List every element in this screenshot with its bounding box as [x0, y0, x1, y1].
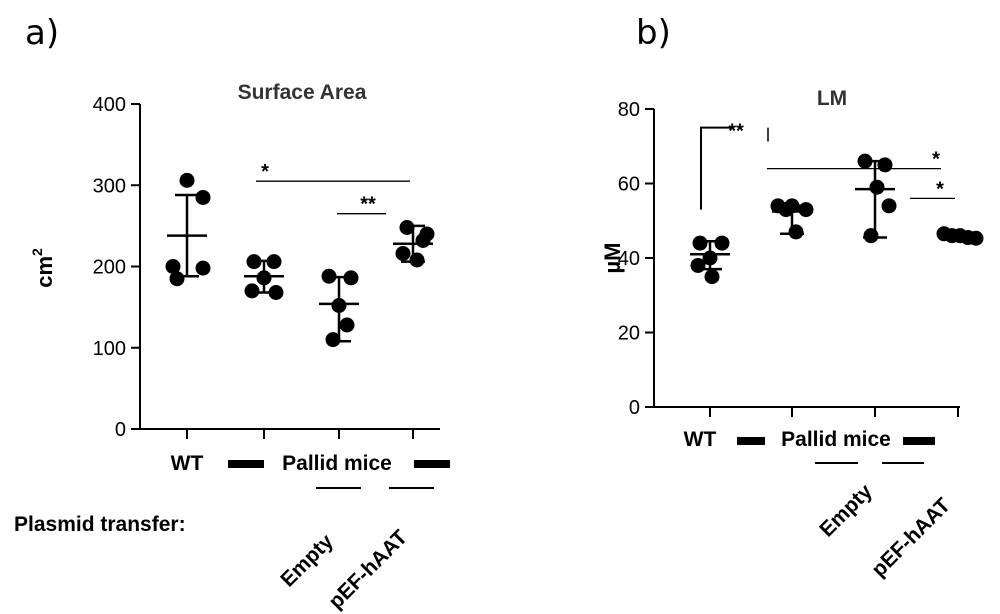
panel-a-point-3-3	[395, 246, 411, 261]
panel-a-pallid-bar-left	[228, 460, 264, 468]
panel-b-wt-label: WT	[684, 428, 717, 451]
panel-b-ytick-label-20: 20	[618, 323, 640, 345]
panel-b-sig-label-2: *	[936, 178, 944, 200]
panel-b-ytick-label-0: 0	[629, 397, 640, 419]
panel-a-point-0-4	[169, 271, 185, 287]
panel-a-point-1-0	[246, 254, 262, 270]
panel-a-point-1-2	[256, 270, 272, 286]
panel-b-point-0-2	[702, 250, 718, 266]
panel-a-ytick-label-300: 300	[93, 175, 126, 197]
panel-a-point-2-0	[321, 268, 337, 284]
panel-b-pallid-label: Pallid mice	[781, 428, 891, 451]
panel-b-title: LM	[817, 87, 847, 110]
panel-a-ytick-label-0: 0	[115, 419, 126, 441]
panel-a-point-2-4	[325, 332, 341, 348]
panel-a-sig-label-1: **	[360, 194, 376, 216]
panel-b-point-2-2	[869, 179, 885, 195]
panel-a-point-3-2	[415, 233, 431, 248]
panel-b-point-1-3	[778, 202, 794, 218]
panel-a-empty-label: Empty	[276, 530, 338, 592]
panel-b-label: b)	[636, 13, 671, 53]
panel-a-point-1-1	[266, 254, 282, 270]
panel-b-empty-label: Empty	[815, 480, 877, 542]
panel-a-point-2-3	[339, 317, 355, 333]
panel-a-point-0-2	[165, 259, 181, 274]
panel-b-point-2-1	[877, 157, 893, 173]
panel-a-pallid-label: Pallid mice	[282, 452, 392, 475]
panel-a-point-2-1	[343, 270, 359, 286]
panel-a-title: Surface Area	[238, 81, 367, 104]
panel-a-point-3-0	[399, 220, 415, 235]
panel-b-haat-label: pEF-hAAT	[867, 494, 955, 582]
panel-b-point-2-4	[863, 228, 879, 244]
panel-b-point-0-3	[690, 257, 706, 273]
panel-b-ytick-label-40: 40	[618, 248, 640, 270]
panel-a-plasmid-label: Plasmid transfer:	[14, 513, 186, 536]
panel-a-point-0-1	[195, 189, 211, 205]
panel-b-pallid-bar-left	[737, 437, 765, 445]
panel-b-point-1-4	[788, 224, 804, 240]
panel-a-wt-label: WT	[171, 452, 204, 475]
panel-b-ytick-label-60: 60	[618, 174, 640, 196]
panel-b-ylabel: µM	[600, 242, 625, 273]
panel-b-point-0-1	[714, 235, 730, 251]
panel-a-ytick-label-100: 100	[93, 338, 126, 360]
panel-b-pallid-bar-right	[903, 437, 935, 445]
panel-b-point-0-0	[692, 235, 708, 251]
panel-a-point-2-2	[331, 298, 347, 313]
panel-a-point-3-4	[409, 252, 425, 268]
panel-b-sig-label-1: *	[932, 149, 940, 171]
panel-b-point-2-3	[881, 198, 897, 214]
panel-b-point-1-2	[798, 202, 814, 218]
panel-a-pallid-bar-right	[414, 460, 450, 468]
panel-a-ytick-label-200: 200	[93, 257, 126, 279]
panel-a-point-0-3	[195, 260, 211, 276]
panel-b-point-0-4	[704, 269, 720, 285]
panel-b-sig-label-0: **	[728, 121, 744, 143]
panel-a-point-1-3	[244, 283, 260, 299]
panel-b-ytick-label-80: 80	[618, 99, 640, 121]
panel-b-point-3-4	[968, 230, 984, 246]
panel-a-sig-label-0: *	[261, 161, 269, 183]
panel-a-ytick-label-400: 400	[93, 94, 126, 116]
panel-a-ylabel: cm2	[29, 248, 57, 288]
panel-a-label: a)	[25, 13, 59, 53]
panel-a-point-1-4	[268, 285, 284, 300]
panel-a-point-0-0	[179, 172, 195, 188]
panel-a-haat-label: pEF-hAAT	[324, 526, 412, 614]
panel-b-sig-bracket-0	[700, 126, 734, 210]
panel-b-point-2-0	[857, 153, 873, 169]
